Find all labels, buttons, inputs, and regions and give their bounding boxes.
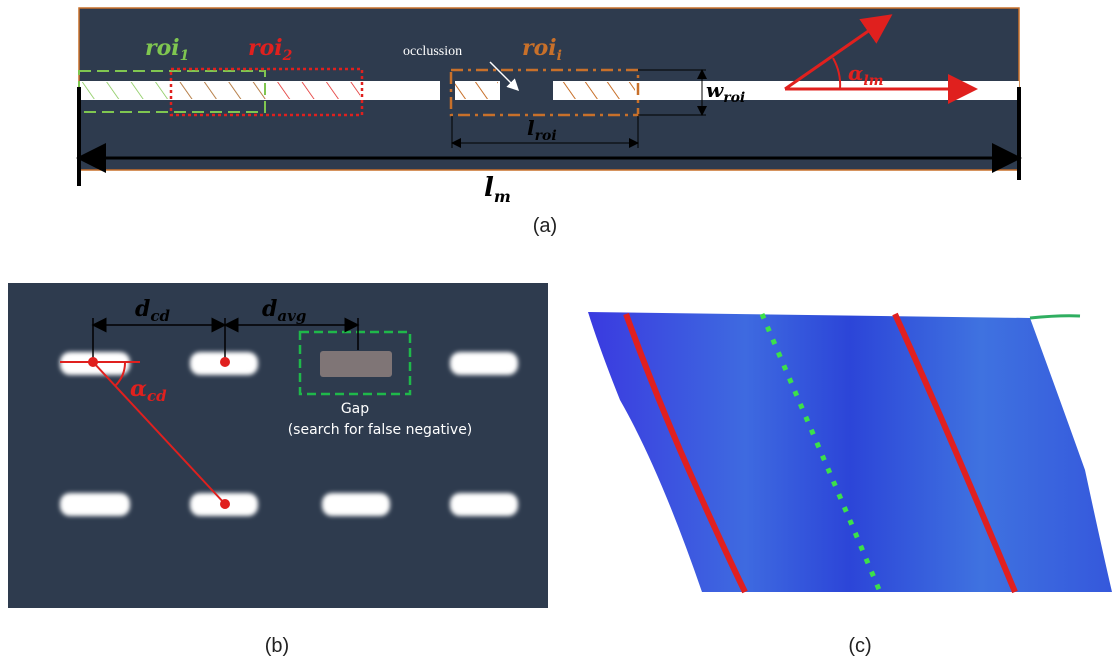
label-sub: roi (723, 90, 745, 106)
center-point (88, 357, 98, 367)
lane-marking (450, 352, 518, 375)
lane-marking (60, 493, 130, 516)
hatch (265, 82, 360, 99)
label-base: roi (145, 35, 180, 61)
panel-a: roi1 roi2 roii occlussion wroi αlm lroi … (79, 8, 1019, 237)
caption: (b) (265, 635, 289, 657)
figure: roi1 roi2 roii occlussion wroi αlm lroi … (0, 0, 1115, 662)
lane-marking (450, 493, 518, 516)
hatch (455, 82, 498, 99)
label-base: l (484, 173, 494, 203)
gap-title: Gap (341, 401, 369, 417)
roi-label: roii (522, 35, 562, 64)
label-base: d (135, 296, 150, 322)
label-sub: 2 (282, 48, 293, 64)
label-sub: m (494, 187, 511, 206)
hatch (172, 82, 265, 99)
label-base: roi (248, 35, 283, 61)
length-label: lm (484, 173, 511, 206)
gap-note: (search for false negative) (288, 422, 473, 438)
label-base: α (848, 61, 863, 85)
edge-points (1030, 316, 1080, 318)
label-sub: roi (535, 128, 557, 144)
label-sub: cd (150, 307, 170, 325)
label-sub: lm (863, 73, 883, 89)
point-cloud (588, 312, 1112, 592)
label-sub: i (557, 48, 562, 64)
center-point (220, 357, 230, 367)
gap-marking (320, 351, 392, 377)
panel-c: (c) (588, 312, 1112, 657)
panel-b: dcd davg αcd Gap (search for false negat… (8, 283, 548, 657)
caption: (c) (848, 635, 871, 657)
lane-marking (322, 493, 390, 516)
label-sub: cd (147, 387, 167, 405)
hatch (555, 82, 635, 99)
label-base: d (262, 296, 277, 322)
label-sub: avg (277, 307, 306, 325)
label-base: α (130, 376, 147, 402)
occlusion-label: occlussion (403, 44, 462, 59)
panel-background (8, 283, 548, 608)
center-point (220, 499, 230, 509)
caption: (a) (533, 215, 557, 237)
label-base: roi (522, 35, 557, 61)
label-base: w (706, 78, 724, 102)
label-sub: 1 (180, 48, 190, 64)
